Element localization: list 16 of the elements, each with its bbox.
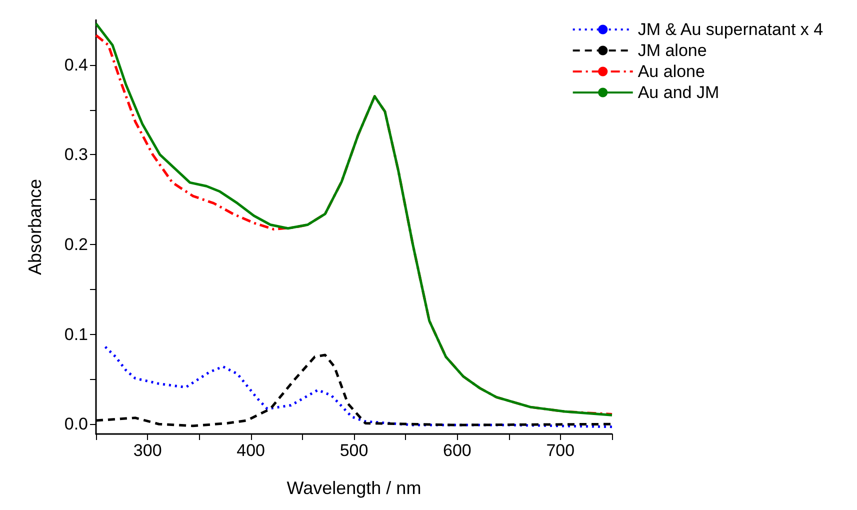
y-tick-label: 0.3 bbox=[64, 145, 88, 164]
x-axis-title: Wavelength / nm bbox=[286, 478, 422, 498]
legend-label: Au and JM bbox=[638, 83, 720, 102]
legend-label: Au alone bbox=[638, 62, 705, 81]
x-tick-label: 500 bbox=[340, 441, 368, 460]
y-tick-label: 0.1 bbox=[64, 324, 88, 344]
x-tick-label: 700 bbox=[546, 441, 575, 460]
x-tick-label: 300 bbox=[133, 441, 162, 460]
y-axis-title: Absorbance bbox=[25, 178, 45, 276]
legend-label: JM alone bbox=[638, 41, 707, 60]
y-tick-label: 0.0 bbox=[64, 414, 88, 434]
legend-label: JM & Au supernatant x 4 bbox=[638, 20, 824, 39]
y-tick-label: 0.4 bbox=[64, 55, 88, 74]
y-tick-label: 0.2 bbox=[64, 235, 88, 254]
x-tick-label: 400 bbox=[236, 441, 265, 460]
x-tick-label: 600 bbox=[443, 441, 472, 460]
